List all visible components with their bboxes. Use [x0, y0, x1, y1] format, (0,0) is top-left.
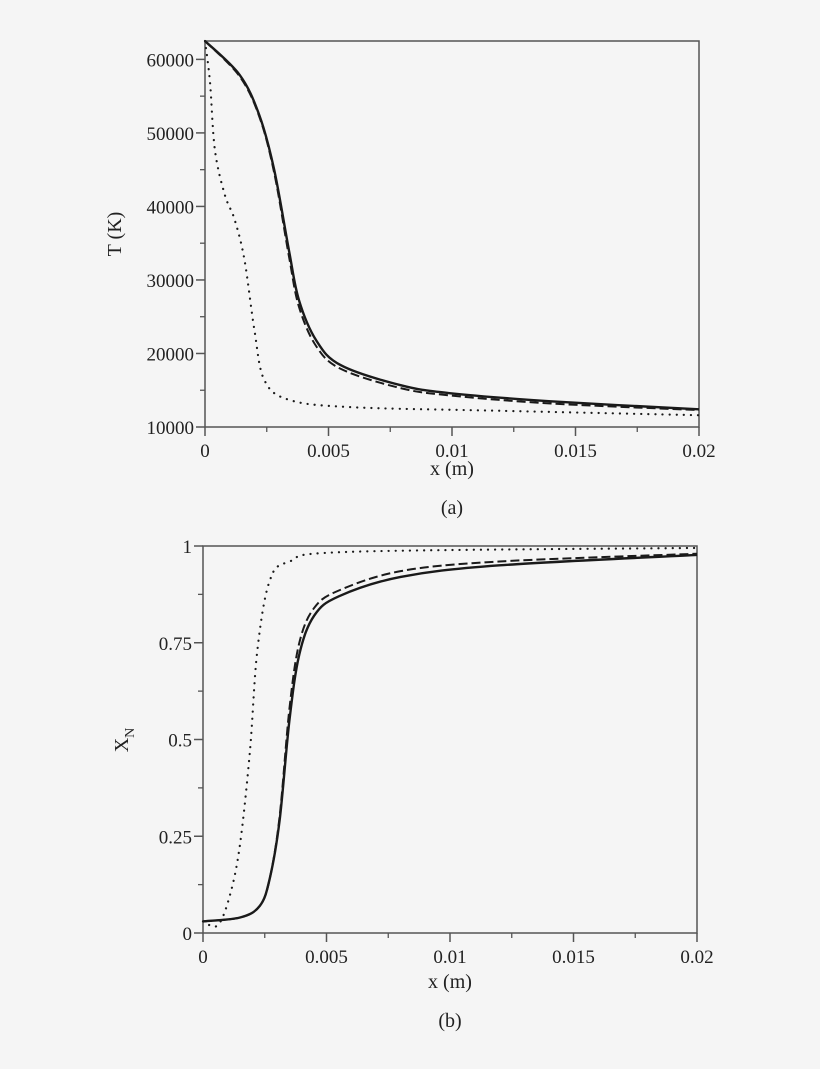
x-axis-label-a: x (m) — [430, 458, 474, 480]
x-tick-label: 0.005 — [305, 947, 348, 968]
y-tick-label: 60000 — [147, 50, 195, 71]
x-tick-label: 0.02 — [682, 441, 715, 462]
y-axis-label-b: XN — [111, 728, 138, 753]
series-line-dashed — [204, 40, 700, 412]
panel-label-a: (a) — [441, 497, 463, 519]
x-tick-label: 0.015 — [554, 441, 597, 462]
y-axis-b: 0 0.25 0.5 0.75 1 — [159, 537, 203, 945]
y-tick-label: 30000 — [147, 271, 195, 292]
x-tick-label: 0 — [198, 947, 208, 968]
y-axis-label-b-sub: N — [123, 728, 138, 738]
series-line-solid — [202, 553, 698, 923]
y-tick-label: 1 — [183, 537, 193, 558]
x-tick-label: 0.005 — [307, 441, 350, 462]
x-tick-label: 0.015 — [552, 947, 595, 968]
x-tick-label: 0.02 — [680, 947, 713, 968]
series-line-dashed — [202, 552, 698, 923]
series-group-a — [203, 39, 701, 417]
series-line-dotted — [203, 39, 701, 417]
y-axis-a: 10000 20000 30000 40000 50000 60000 — [147, 50, 205, 439]
x-tick-label: 0.01 — [433, 947, 466, 968]
y-tick-label: 0.25 — [159, 827, 192, 848]
y-tick-label: 40000 — [147, 197, 195, 218]
y-tick-label: 0.5 — [168, 731, 192, 752]
plot-frame-a — [204, 40, 700, 428]
x-tick-label: 0.01 — [435, 441, 468, 462]
x-axis-b: 0 0.005 0.01 0.015 0.02 — [198, 933, 714, 968]
x-axis-a: 0 0.005 0.01 0.015 0.02 — [200, 427, 716, 462]
series-line-dotted — [201, 546, 699, 928]
plot-frame-b — [202, 545, 698, 934]
chart-panel-b: 00.250.50.751 0 0.005 0.01 0.015 0.02 x (m) … — [111, 537, 714, 1032]
series-line-solid — [204, 40, 700, 411]
y-tick-label: 10000 — [147, 418, 195, 439]
y-tick-label: 50000 — [147, 124, 195, 145]
panel-label-b: (b) — [438, 1010, 461, 1032]
x-tick-label: 0 — [200, 441, 210, 462]
y-tick-label: 0.75 — [159, 634, 192, 655]
chart-panel-a: 10000 20000 30000 40000 50000 60000 0 0.005 0.0… — [104, 39, 716, 519]
svg-text:XN: XN — [111, 728, 138, 753]
series-group-b — [201, 546, 699, 928]
y-tick-label: 0 — [183, 924, 193, 945]
y-axis-label-b-main: X — [111, 737, 133, 752]
y-axis-label-a: T (K) — [104, 212, 126, 257]
x-axis-label-b: x (m) — [428, 971, 472, 993]
y-tick-label: 20000 — [147, 344, 195, 365]
